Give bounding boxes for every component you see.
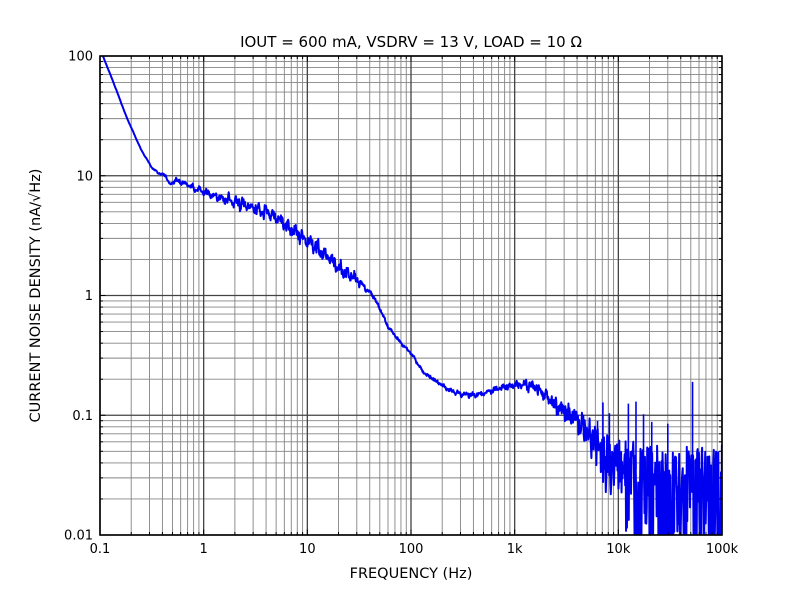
y-tick-label: 100	[68, 50, 93, 65]
y-tick-label: 1	[85, 289, 93, 304]
x-tick-label: 100k	[706, 542, 739, 557]
y-tick-label: 0.01	[64, 529, 93, 544]
noise-curve	[101, 56, 722, 535]
x-tick-label: 1	[200, 542, 208, 557]
x-axis-label: FREQUENCY (Hz)	[350, 566, 473, 582]
x-tick-label: 0.1	[90, 542, 111, 557]
x-tick-labels: 0.1 1 10 100 1k 10k 100k	[90, 542, 739, 557]
y-tick-label: 10	[76, 169, 93, 184]
noise-spikes	[596, 381, 694, 473]
x-tick-label: 10k	[606, 542, 631, 557]
y-axis-label: CURRENT NOISE DENSITY (nA/√Hz)	[28, 169, 44, 423]
x-tick-label: 100	[399, 542, 424, 557]
x-tick-label: 1k	[507, 542, 523, 557]
plot-border	[99, 55, 723, 536]
chart-title: IOUT = 600 mA, VSDRV = 13 V, LOAD = 10 Ω	[240, 33, 582, 51]
y-tick-label: 0.1	[72, 409, 93, 424]
x-tick-label: 10	[299, 542, 316, 557]
y-tick-labels: 100 10 1 0.1 0.01	[64, 50, 93, 544]
